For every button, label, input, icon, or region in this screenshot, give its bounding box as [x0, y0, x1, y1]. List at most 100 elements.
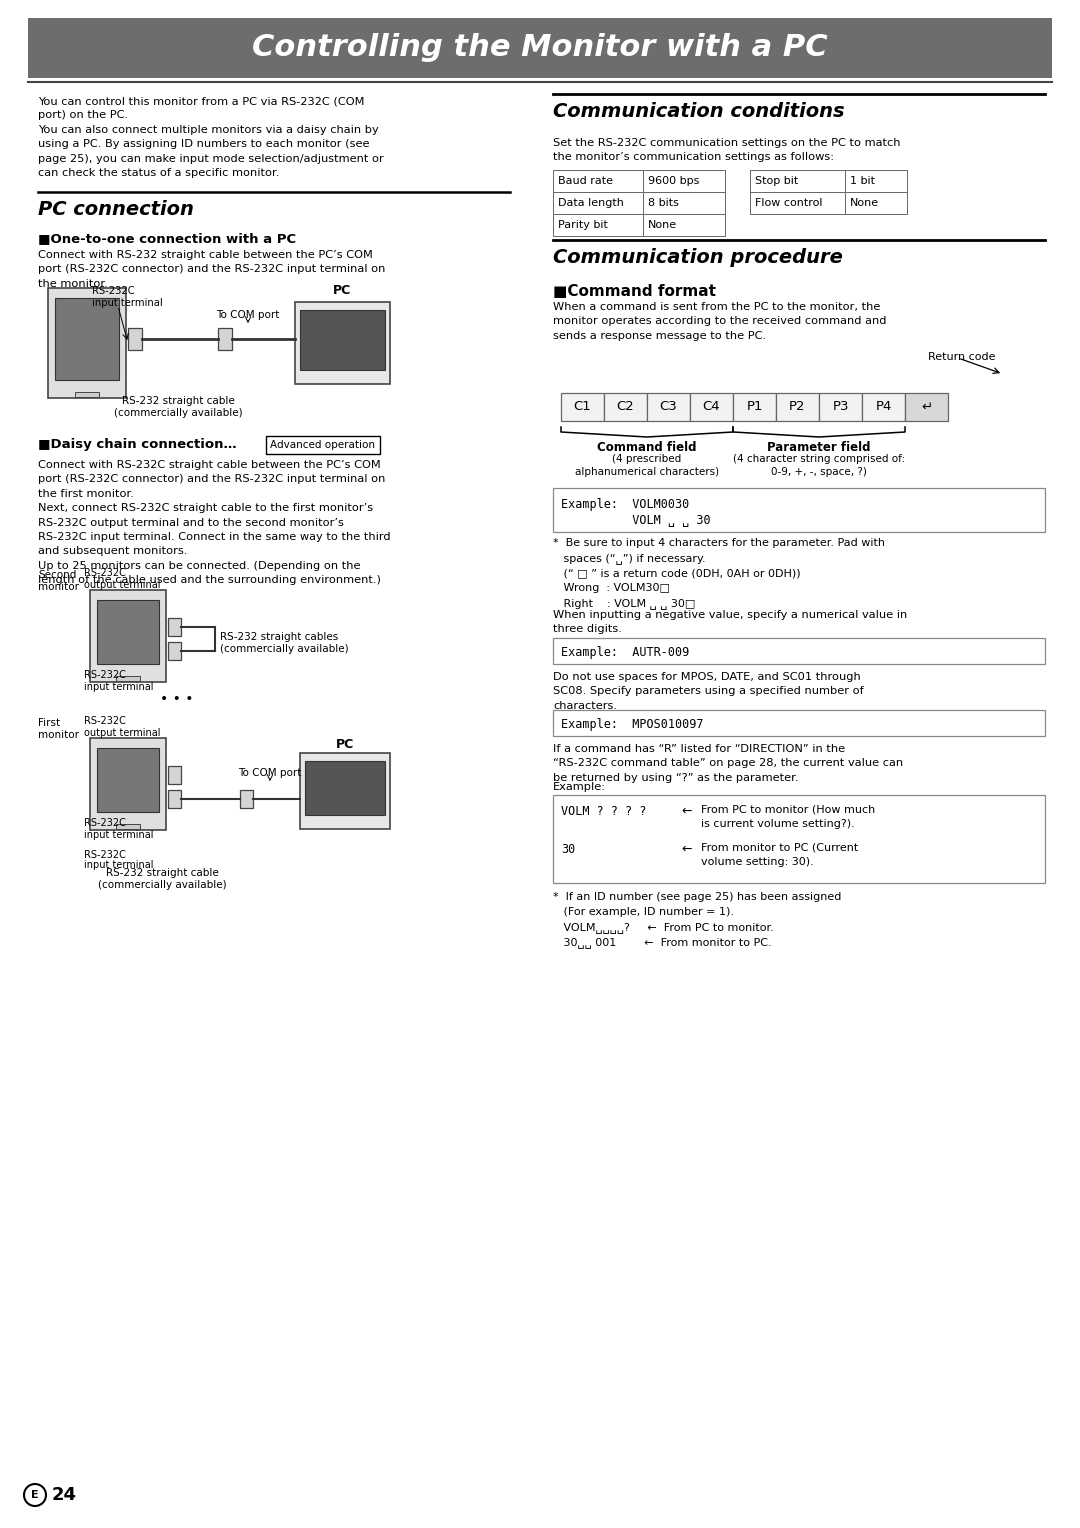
Text: • • •: • • •: [160, 692, 193, 706]
FancyBboxPatch shape: [97, 749, 159, 811]
Text: You can control this monitor from a PC via RS-232C (COM
port) on the PC.
You can: You can control this monitor from a PC v…: [38, 96, 383, 177]
Text: (4 prescribed
alphanumerical characters): (4 prescribed alphanumerical characters): [575, 454, 719, 477]
Text: VOLM ␣ ␣ 30: VOLM ␣ ␣ 30: [561, 513, 711, 527]
Text: Example:  AUTR-009: Example: AUTR-009: [561, 646, 689, 659]
Text: P2: P2: [789, 400, 806, 414]
Text: input terminal: input terminal: [84, 830, 153, 840]
FancyBboxPatch shape: [116, 675, 140, 681]
FancyBboxPatch shape: [553, 711, 1045, 736]
Text: 8 bits: 8 bits: [648, 199, 679, 208]
Text: 9600 bps: 9600 bps: [648, 176, 700, 186]
Text: C1: C1: [573, 400, 592, 414]
FancyBboxPatch shape: [553, 214, 643, 235]
Text: Data length: Data length: [558, 199, 624, 208]
Text: RS-232 straight cable: RS-232 straight cable: [122, 396, 234, 406]
Text: *  Be sure to input 4 characters for the parameter. Pad with
   spaces (“␣”) if : * Be sure to input 4 characters for the …: [553, 538, 885, 610]
Text: (commercially available): (commercially available): [97, 880, 227, 889]
FancyBboxPatch shape: [561, 393, 604, 422]
Text: Do not use spaces for MPOS, DATE, and SC01 through
SC08. Specify parameters usin: Do not use spaces for MPOS, DATE, and SC…: [553, 672, 864, 711]
Text: P1: P1: [746, 400, 762, 414]
Text: PC connection: PC connection: [38, 200, 194, 219]
FancyBboxPatch shape: [553, 193, 643, 214]
Text: Example:  MPOS010097: Example: MPOS010097: [561, 718, 703, 730]
FancyBboxPatch shape: [845, 193, 907, 214]
FancyBboxPatch shape: [643, 193, 725, 214]
FancyBboxPatch shape: [240, 790, 253, 808]
Text: output terminal: output terminal: [84, 727, 161, 738]
Text: Flow control: Flow control: [755, 199, 823, 208]
Text: (commercially available): (commercially available): [220, 643, 349, 654]
FancyBboxPatch shape: [28, 18, 1052, 78]
FancyBboxPatch shape: [97, 601, 159, 665]
Text: volume setting: 30).: volume setting: 30).: [701, 857, 813, 866]
FancyBboxPatch shape: [90, 590, 166, 681]
Text: ←: ←: [681, 843, 691, 856]
Text: Parity bit: Parity bit: [558, 220, 608, 231]
FancyBboxPatch shape: [90, 738, 166, 830]
Text: E: E: [31, 1490, 39, 1500]
FancyBboxPatch shape: [553, 639, 1045, 665]
FancyBboxPatch shape: [300, 753, 390, 830]
FancyBboxPatch shape: [75, 393, 99, 397]
Text: RS-232 straight cable: RS-232 straight cable: [106, 868, 218, 879]
Text: None: None: [850, 199, 879, 208]
Text: PC: PC: [333, 284, 351, 296]
Text: Baud rate: Baud rate: [558, 176, 613, 186]
Text: Connect with RS-232 straight cable between the PC’s COM
port (RS-232C connector): Connect with RS-232 straight cable betwe…: [38, 251, 386, 289]
FancyBboxPatch shape: [55, 298, 119, 380]
Text: P3: P3: [833, 400, 849, 414]
FancyBboxPatch shape: [647, 393, 690, 422]
Text: From monitor to PC (Current: From monitor to PC (Current: [701, 843, 859, 853]
FancyBboxPatch shape: [266, 435, 380, 454]
FancyBboxPatch shape: [168, 642, 181, 660]
Text: ■Command format: ■Command format: [553, 284, 716, 299]
Text: PC: PC: [336, 738, 354, 750]
FancyBboxPatch shape: [116, 824, 140, 830]
Text: When a command is sent from the PC to the monitor, the
monitor operates accordin: When a command is sent from the PC to th…: [553, 303, 887, 341]
FancyBboxPatch shape: [777, 393, 819, 422]
FancyBboxPatch shape: [845, 170, 907, 193]
Text: C2: C2: [617, 400, 634, 414]
FancyBboxPatch shape: [553, 487, 1045, 532]
FancyBboxPatch shape: [168, 617, 181, 636]
Text: ■One-to-one connection with a PC: ■One-to-one connection with a PC: [38, 232, 296, 244]
FancyBboxPatch shape: [218, 329, 232, 350]
FancyBboxPatch shape: [604, 393, 647, 422]
Text: RS-232 straight cables: RS-232 straight cables: [220, 633, 338, 642]
Text: Communication procedure: Communication procedure: [553, 248, 842, 267]
Text: 24: 24: [52, 1487, 77, 1504]
FancyBboxPatch shape: [643, 170, 725, 193]
FancyBboxPatch shape: [750, 170, 845, 193]
Text: To COM port: To COM port: [239, 769, 301, 778]
FancyBboxPatch shape: [129, 329, 141, 350]
Text: C4: C4: [703, 400, 720, 414]
FancyBboxPatch shape: [690, 393, 733, 422]
Text: input terminal: input terminal: [92, 298, 163, 309]
Text: Controlling the Monitor with a PC: Controlling the Monitor with a PC: [253, 34, 827, 63]
FancyBboxPatch shape: [733, 393, 777, 422]
Text: None: None: [648, 220, 677, 231]
Text: *  If an ID number (see page 25) has been assigned
   (For example, ID number = : * If an ID number (see page 25) has been…: [553, 892, 841, 949]
Text: First: First: [38, 718, 60, 727]
FancyBboxPatch shape: [553, 795, 1045, 883]
Text: Example:: Example:: [553, 782, 606, 792]
Text: Stop bit: Stop bit: [755, 176, 798, 186]
Text: Return code: Return code: [928, 351, 996, 362]
Text: Second: Second: [38, 570, 77, 581]
Text: When inputting a negative value, specify a numerical value in
three digits.: When inputting a negative value, specify…: [553, 610, 907, 634]
Text: is current volume setting?).: is current volume setting?).: [701, 819, 854, 830]
Text: Communication conditions: Communication conditions: [553, 102, 845, 121]
Text: If a command has “R” listed for “DIRECTION” in the
“RS-232C command table” on pa: If a command has “R” listed for “DIRECTI…: [553, 744, 903, 782]
FancyBboxPatch shape: [862, 393, 905, 422]
Text: output terminal: output terminal: [84, 581, 161, 590]
Text: ■Daisy chain connection…: ■Daisy chain connection…: [38, 439, 237, 451]
Text: Parameter field: Parameter field: [767, 442, 870, 454]
Text: monitor: monitor: [38, 730, 79, 740]
FancyBboxPatch shape: [553, 170, 643, 193]
Text: 1 bit: 1 bit: [850, 176, 875, 186]
Text: monitor: monitor: [38, 582, 79, 591]
Text: 30: 30: [561, 843, 576, 856]
Text: C3: C3: [660, 400, 677, 414]
Text: P4: P4: [875, 400, 892, 414]
Text: ←: ←: [681, 805, 691, 817]
